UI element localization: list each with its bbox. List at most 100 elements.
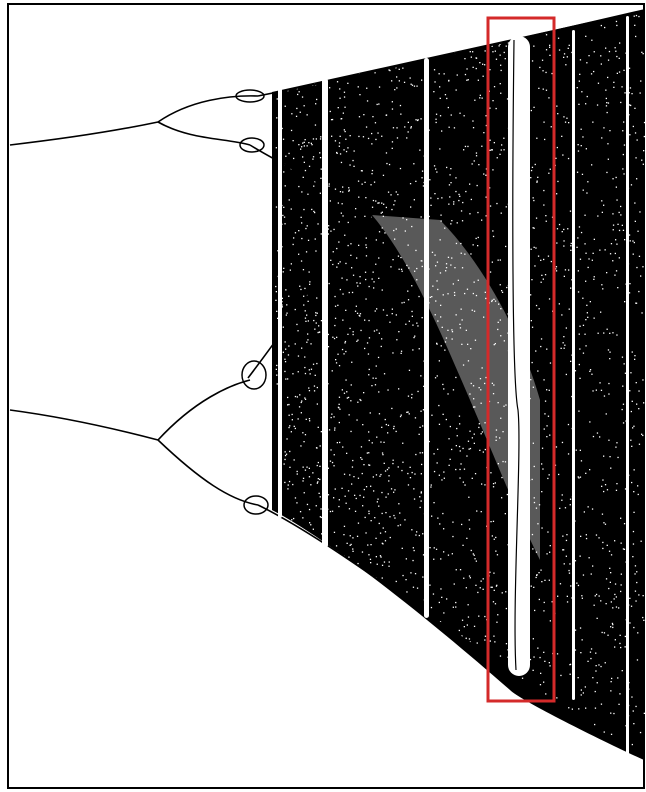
- speckle-dot: [391, 313, 393, 315]
- speckle-dot: [319, 516, 321, 518]
- speckle-dot: [477, 245, 479, 247]
- speckle-dot: [592, 565, 594, 567]
- speckle-dot: [413, 336, 415, 339]
- speckle-dot: [599, 436, 601, 438]
- speckle-dot: [468, 638, 471, 640]
- speckle-dot: [297, 355, 300, 357]
- speckle-dot: [302, 176, 304, 178]
- speckle-dot: [437, 320, 439, 322]
- speckle-dot: [337, 202, 339, 204]
- speckle-dot: [345, 262, 347, 265]
- speckle-dot: [401, 469, 403, 472]
- speckle-dot: [406, 219, 408, 221]
- speckle-dot: [302, 466, 304, 468]
- speckle-dot: [294, 343, 296, 345]
- speckle-dot: [284, 358, 286, 360]
- speckle-dot: [628, 234, 631, 236]
- speckle-dot: [540, 259, 542, 261]
- speckle-dot: [458, 193, 460, 196]
- speckle-dot: [408, 413, 410, 415]
- speckle-dot: [364, 215, 366, 217]
- speckle-dot: [600, 311, 602, 313]
- speckle-dot: [616, 483, 618, 485]
- speckle-dot: [371, 442, 373, 444]
- speckle-dot: [403, 81, 406, 83]
- speckle-dot: [335, 362, 338, 364]
- speckle-dot: [314, 374, 316, 376]
- speckle-dot: [633, 15, 635, 17]
- speckle-dot: [320, 177, 322, 179]
- speckle-dot: [496, 621, 498, 623]
- speckle-dot: [472, 51, 474, 53]
- speckle-dot: [285, 314, 287, 316]
- speckle-dot: [603, 204, 605, 206]
- speckle-dot: [351, 483, 353, 485]
- speckle-dot: [578, 80, 580, 82]
- speckle-dot: [378, 103, 380, 105]
- speckle-dot: [337, 353, 339, 355]
- speckle-dot: [574, 649, 577, 651]
- speckle-dot: [631, 351, 633, 353]
- speckle-dot: [331, 413, 333, 415]
- speckle-dot: [615, 446, 617, 448]
- speckle-dot: [380, 441, 382, 443]
- speckle-dot: [337, 406, 340, 408]
- speckle-dot: [304, 397, 306, 399]
- speckle-dot: [435, 548, 438, 550]
- speckle-dot: [401, 270, 403, 272]
- speckle-dot: [374, 310, 376, 312]
- speckle-dot: [453, 583, 455, 585]
- speckle-dot: [504, 58, 506, 60]
- speckle-dot: [546, 425, 548, 427]
- speckle-dot: [643, 135, 645, 138]
- speckle-dot: [472, 120, 474, 122]
- speckle-dot: [565, 555, 567, 557]
- speckle-dot: [300, 401, 302, 404]
- speckle-dot: [562, 342, 564, 344]
- speckle-dot: [501, 476, 503, 479]
- speckle-dot: [489, 69, 491, 71]
- speckle-dot: [493, 86, 496, 88]
- speckle-dot: [419, 506, 421, 509]
- speckle-dot: [416, 587, 419, 589]
- speckle-dot: [379, 555, 382, 557]
- speckle-dot: [444, 227, 446, 229]
- speckle-dot: [610, 681, 612, 683]
- speckle-dot: [368, 374, 370, 376]
- speckle-dot: [288, 426, 290, 429]
- speckle-dot: [643, 402, 645, 404]
- speckle-dot: [434, 193, 436, 195]
- speckle-dot: [469, 447, 472, 450]
- speckle-dot: [494, 50, 496, 52]
- speckle-dot: [633, 241, 635, 244]
- speckle-dot: [500, 149, 502, 151]
- speckle-dot: [474, 558, 476, 560]
- speckle-dot: [610, 572, 612, 574]
- speckle-dot: [296, 396, 298, 398]
- speckle-dot: [352, 333, 354, 336]
- speckle-dot: [288, 345, 290, 347]
- speckle-dot: [349, 327, 351, 330]
- speckle-dot: [337, 304, 339, 306]
- speckle-dot: [315, 314, 317, 317]
- speckle-dot: [603, 731, 605, 733]
- speckle-dot: [439, 523, 441, 525]
- speckle-dot: [622, 422, 625, 424]
- speckle-dot: [378, 391, 380, 393]
- speckle-dot: [467, 360, 470, 362]
- speckle-dot: [334, 488, 336, 490]
- speckle-dot: [411, 471, 413, 474]
- speckle-dot: [635, 600, 637, 602]
- speckle-dot: [610, 554, 613, 556]
- speckle-dot: [397, 193, 399, 196]
- speckle-dot: [495, 585, 498, 587]
- speckle-dot: [276, 374, 278, 376]
- speckle-dot: [642, 266, 644, 268]
- speckle-dot: [421, 79, 423, 81]
- speckle-dot: [422, 185, 425, 187]
- speckle-dot: [538, 87, 540, 89]
- speckle-dot: [338, 142, 341, 144]
- speckle-dot: [407, 484, 410, 486]
- speckle-dot: [288, 403, 290, 406]
- speckle-dot: [585, 103, 587, 105]
